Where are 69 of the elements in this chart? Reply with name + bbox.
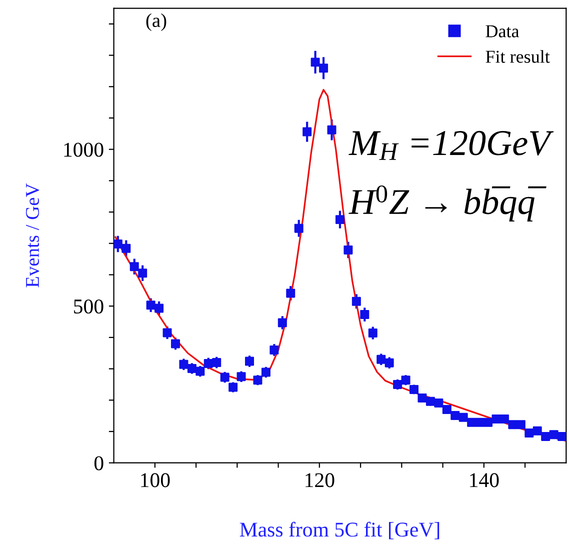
x-axis-title: Mass from 5C fit [GeV] <box>240 522 440 540</box>
point <box>294 224 304 233</box>
point <box>122 244 131 253</box>
point <box>467 418 476 427</box>
point <box>532 426 542 436</box>
point <box>170 339 180 348</box>
point <box>278 318 287 328</box>
point <box>458 412 468 422</box>
point <box>393 380 402 389</box>
point <box>253 376 262 385</box>
point <box>228 382 238 392</box>
point <box>384 358 394 368</box>
point <box>368 328 378 338</box>
point <box>558 432 566 442</box>
x-tick-label: 100 <box>141 473 170 488</box>
point <box>410 384 418 394</box>
x-tick-label: 120 <box>306 473 334 488</box>
point <box>302 127 312 136</box>
point <box>187 364 196 373</box>
point <box>442 405 452 414</box>
point <box>360 310 370 320</box>
point <box>138 268 148 278</box>
point <box>114 240 122 249</box>
legend-label: Fit result <box>486 50 550 63</box>
y-tick-label: 500 <box>74 299 104 314</box>
point <box>516 420 526 430</box>
point <box>475 418 484 427</box>
point <box>484 418 493 427</box>
annotation: H$^{0}$Z → bb̅qq̅ <box>348 185 546 222</box>
legend-label: Data <box>486 25 520 38</box>
point <box>146 300 156 310</box>
point <box>204 358 213 368</box>
y-tick-label: 0 <box>94 456 104 470</box>
point <box>352 296 361 306</box>
point <box>524 428 534 438</box>
point <box>196 366 205 376</box>
point <box>492 414 501 424</box>
y-axis-title: Events / GeV <box>26 183 40 288</box>
point <box>549 430 558 440</box>
point <box>319 64 328 73</box>
point <box>335 215 344 224</box>
point <box>270 345 279 354</box>
point <box>541 432 550 442</box>
point <box>344 245 353 254</box>
point <box>162 328 172 338</box>
point <box>286 288 296 298</box>
point <box>220 372 230 382</box>
point <box>212 358 222 368</box>
x-tick-label: 140 <box>470 473 499 488</box>
point <box>418 393 427 402</box>
annotation: (a) <box>146 13 166 31</box>
point <box>236 372 246 382</box>
line-series <box>114 88 566 442</box>
point <box>310 58 320 67</box>
point <box>154 304 164 313</box>
point <box>327 125 336 134</box>
point <box>376 354 386 364</box>
point <box>500 414 509 424</box>
y-tick-label: 1000 <box>64 142 104 157</box>
point <box>434 398 444 408</box>
point <box>130 262 139 272</box>
point <box>245 356 254 366</box>
annotation: M$_{H}$ =120GeV <box>348 130 554 160</box>
point <box>450 411 460 420</box>
point <box>401 376 410 385</box>
point <box>508 420 518 430</box>
point <box>179 360 188 369</box>
point <box>261 368 270 377</box>
point <box>426 396 435 406</box>
